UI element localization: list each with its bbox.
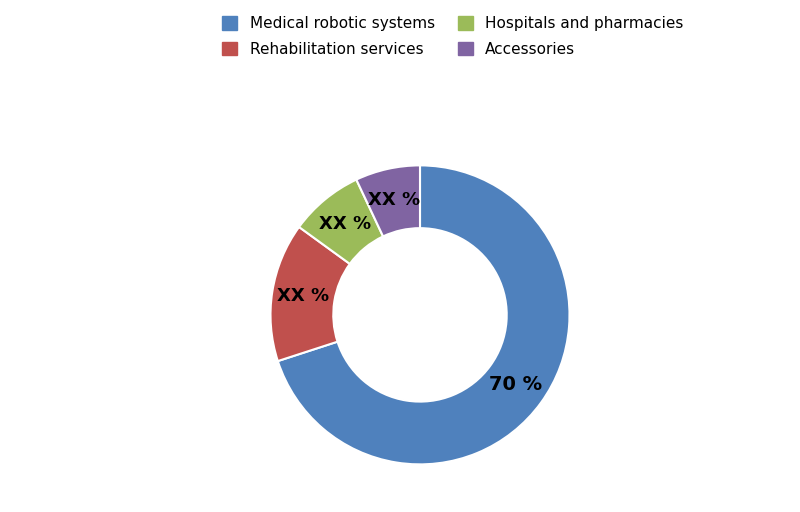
Wedge shape [270, 227, 350, 361]
Legend: Medical robotic systems, Rehabilitation services, Hospitals and pharmacies, Acce: Medical robotic systems, Rehabilitation … [222, 16, 683, 57]
Wedge shape [356, 165, 420, 237]
Wedge shape [299, 180, 383, 264]
Text: 70 %: 70 % [489, 375, 542, 394]
Text: XX %: XX % [278, 287, 330, 305]
Text: XX %: XX % [318, 215, 370, 233]
Wedge shape [278, 165, 570, 464]
Text: XX %: XX % [368, 190, 420, 208]
